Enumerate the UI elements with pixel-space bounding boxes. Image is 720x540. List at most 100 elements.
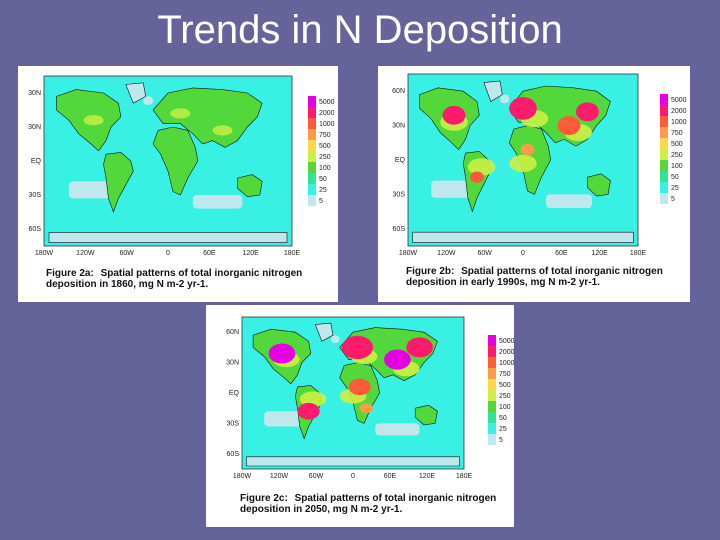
longitude-tick-label: 0 bbox=[351, 473, 355, 480]
legend-swatch bbox=[308, 96, 316, 107]
longitude-tick-label: 120W bbox=[76, 250, 95, 257]
deposition-map-1860: 30N 30N EQ 30S 60S 180W 120W 60W 0 60E 120E 180E 500… bbox=[28, 75, 335, 257]
landmass-australia bbox=[587, 173, 611, 197]
mid-deposition-area bbox=[212, 125, 233, 136]
landmass-africa bbox=[152, 126, 199, 196]
map-panel-2b: 60N 30N EQ 30S 60S 180W 120W 60W 0 60E 120E 180E 500… bbox=[378, 66, 690, 302]
legend-swatch bbox=[488, 390, 496, 401]
latitude-tick-label: 60S bbox=[393, 226, 406, 233]
legend-level-label: 1000 bbox=[499, 360, 514, 367]
landmass-greenland bbox=[125, 82, 147, 104]
latitude-tick-label: 60S bbox=[29, 226, 42, 233]
latitude-tick-label: 30S bbox=[393, 191, 406, 198]
longitude-tick-label: 180W bbox=[233, 473, 252, 480]
mid-deposition-area bbox=[83, 115, 104, 126]
legend-swatch bbox=[488, 335, 496, 346]
latitude-tick-label: 30S bbox=[227, 420, 240, 427]
longitude-tick-label: 60E bbox=[384, 473, 397, 480]
landmass-antarctica bbox=[48, 232, 288, 243]
legend-level-label: 5000 bbox=[499, 338, 514, 345]
low-deposition-zone bbox=[500, 94, 510, 104]
latitude-tick-label: 30S bbox=[29, 192, 42, 199]
figure-caption-2c: Figure 2c: Spatial patterns of total ino… bbox=[240, 493, 510, 515]
longitude-tick-label: 180E bbox=[284, 250, 301, 257]
longitude-tick-label: 120W bbox=[270, 473, 289, 480]
latitude-tick-label: 60N bbox=[392, 88, 405, 95]
high-deposition-hotspot bbox=[359, 403, 373, 414]
landmass-eurasia bbox=[152, 87, 263, 148]
high-deposition-hotspot bbox=[575, 102, 599, 122]
latitude-tick-label: 30N bbox=[392, 123, 405, 130]
map-frame bbox=[407, 73, 639, 247]
longitude-tick-label: 60W bbox=[477, 250, 492, 257]
legend-swatch bbox=[660, 116, 668, 127]
longitude-tick-label: 0 bbox=[166, 250, 170, 257]
low-deposition-zone bbox=[143, 96, 154, 105]
legend-level-label: 25 bbox=[319, 187, 327, 194]
legend-swatch bbox=[488, 357, 496, 368]
low-deposition-zone bbox=[375, 423, 420, 436]
legend-swatch bbox=[660, 171, 668, 182]
high-deposition-hotspot bbox=[341, 335, 373, 360]
legend-level-label: 250 bbox=[671, 152, 683, 159]
slide-title: Trends in N Deposition bbox=[157, 8, 563, 52]
legend-level-label: 2000 bbox=[319, 110, 335, 117]
longitude-tick-label: 60W bbox=[119, 250, 134, 257]
legend-swatch bbox=[660, 193, 668, 204]
legend-level-label: 750 bbox=[671, 130, 683, 137]
legend-swatch bbox=[488, 379, 496, 390]
longitude-tick-label: 60W bbox=[309, 473, 324, 480]
low-deposition-zone bbox=[68, 181, 114, 199]
legend-level-label: 2000 bbox=[499, 349, 514, 356]
legend-swatch bbox=[660, 138, 668, 149]
legend-level-label: 25 bbox=[499, 426, 507, 433]
longitude-tick-label: 180E bbox=[456, 473, 473, 480]
legend-level-label: 50 bbox=[499, 415, 507, 422]
legend-swatch bbox=[660, 160, 668, 171]
high-deposition-hotspot bbox=[268, 343, 296, 364]
figure-caption-2a: Figure 2a: Spatial patterns of total ino… bbox=[46, 268, 336, 290]
legend-swatch bbox=[488, 412, 496, 423]
legend-swatch bbox=[308, 162, 316, 173]
legend-swatch bbox=[488, 401, 496, 412]
legend-level-label: 1000 bbox=[671, 119, 687, 126]
longitude-tick-label: 60E bbox=[203, 250, 216, 257]
high-deposition-hotspot bbox=[384, 349, 411, 370]
longitude-tick-label: 180W bbox=[35, 250, 54, 257]
low-deposition-zone bbox=[546, 194, 592, 209]
legend-level-label: 5000 bbox=[319, 99, 335, 106]
legend-level-label: 1000 bbox=[319, 121, 335, 128]
latitude-tick-label: 30N bbox=[28, 124, 41, 131]
legend-level-label: 25 bbox=[671, 185, 679, 192]
latitude-tick-label: EQ bbox=[31, 158, 42, 165]
legend-swatch bbox=[488, 346, 496, 357]
legend-swatch bbox=[308, 107, 316, 118]
latitude-tick-label: EQ bbox=[395, 157, 406, 164]
longitude-tick-label: 120W bbox=[437, 250, 456, 257]
legend-swatch bbox=[308, 173, 316, 184]
legend-level-label: 500 bbox=[671, 141, 683, 148]
legend-swatch bbox=[488, 368, 496, 379]
high-deposition-hotspot bbox=[509, 97, 537, 120]
landmass-antarctica bbox=[412, 231, 634, 243]
legend-swatch bbox=[660, 182, 668, 193]
caption-text: Spatial patterns of total inorganic nitr… bbox=[46, 268, 303, 290]
landmass-greenland bbox=[314, 322, 334, 342]
high-deposition-hotspot bbox=[442, 105, 466, 125]
legend-swatch bbox=[488, 434, 496, 445]
caption-label: Figure 2b: bbox=[406, 266, 455, 277]
low-deposition-zone bbox=[264, 411, 305, 427]
legend-swatch bbox=[308, 118, 316, 129]
landmass-antarctica bbox=[246, 456, 460, 467]
map-panel-2a: 30N 30N EQ 30S 60S 180W 120W 60W 0 60E 120E 180E 500… bbox=[18, 66, 338, 302]
high-deposition-hotspot bbox=[557, 116, 581, 136]
legend-swatch bbox=[308, 129, 316, 140]
legend-level-label: 750 bbox=[499, 371, 511, 378]
legend-swatch bbox=[660, 94, 668, 105]
high-deposition-hotspot bbox=[297, 402, 320, 420]
legend-level-label: 250 bbox=[319, 154, 331, 161]
latitude-tick-label: 30N bbox=[28, 90, 41, 97]
legend-level-label: 50 bbox=[671, 174, 679, 181]
low-deposition-zone bbox=[431, 180, 473, 198]
longitude-tick-label: 60E bbox=[555, 250, 568, 257]
